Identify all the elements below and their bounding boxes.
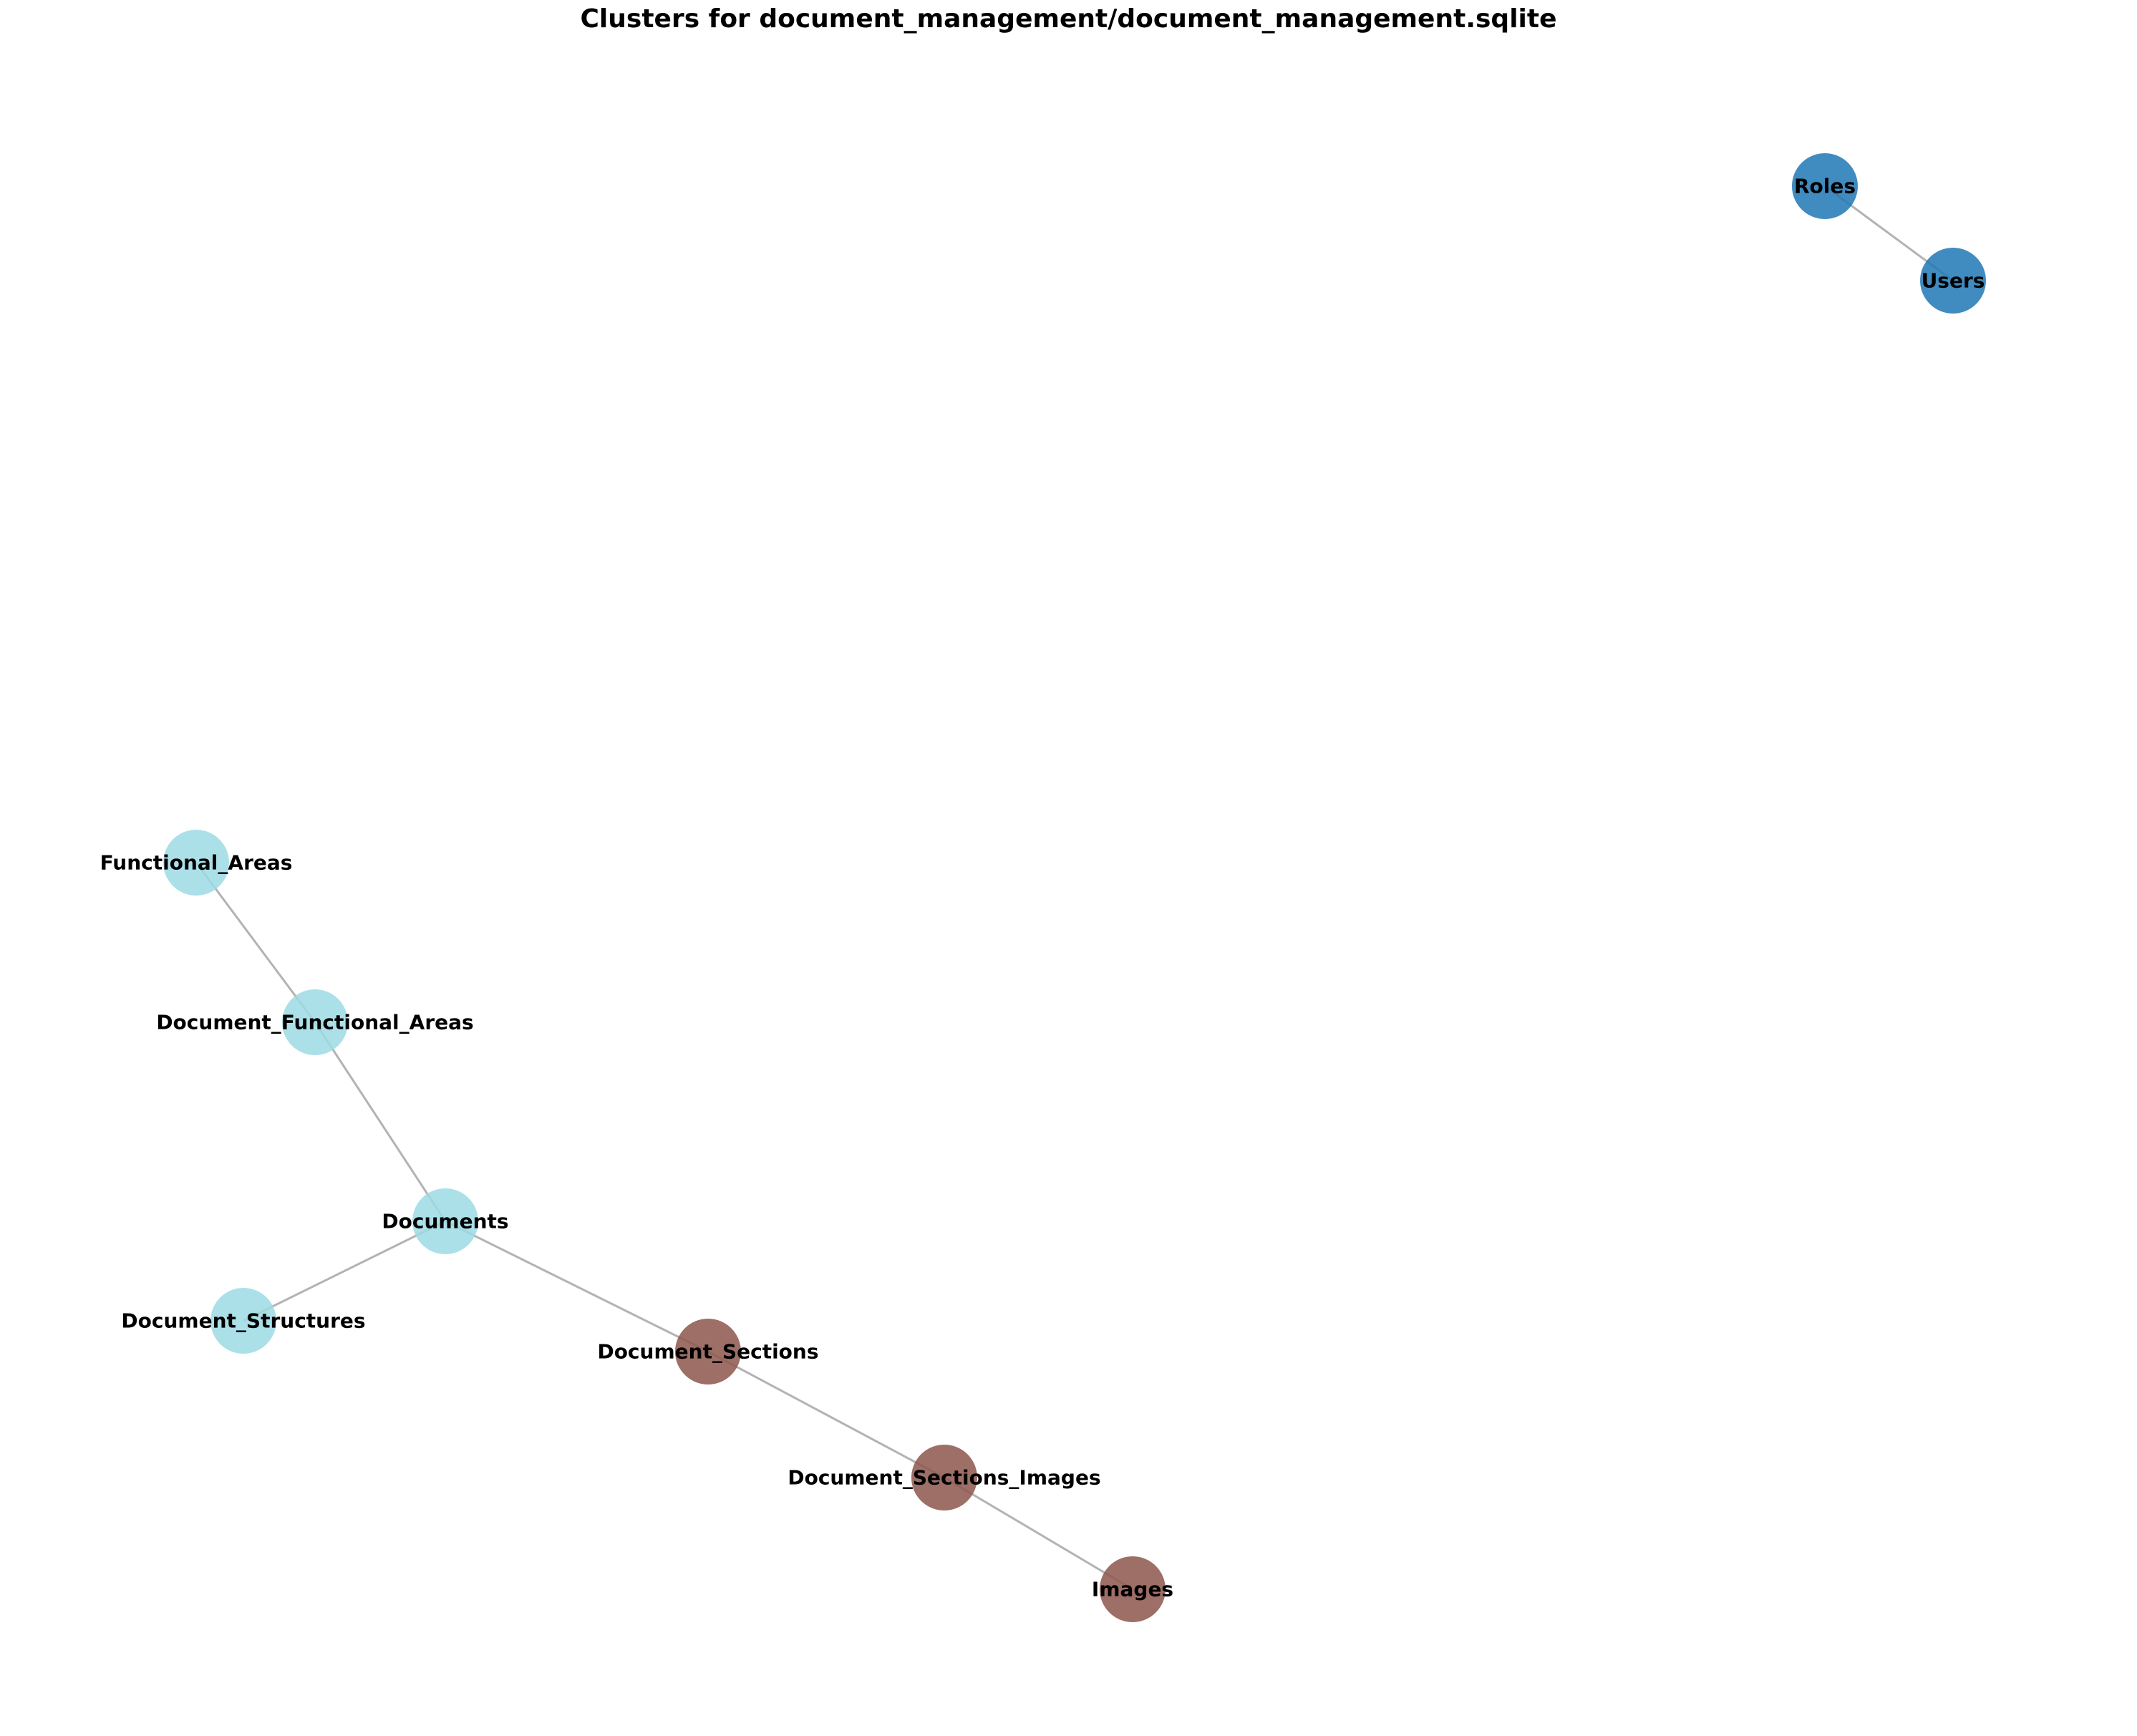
node-document-sections xyxy=(675,1319,741,1385)
node-label-document-structures: Document_Structures xyxy=(121,1309,365,1333)
node-document-structures xyxy=(210,1288,276,1354)
edge-documents-document_structures xyxy=(243,1220,446,1322)
diagram-title: Clusters for document_management/documen… xyxy=(580,4,1557,34)
node-document-functional-areas xyxy=(282,989,348,1055)
node-images xyxy=(1100,1556,1166,1622)
node-label-document-sections-images: Document_Sections_Images xyxy=(788,1466,1100,1490)
node-documents xyxy=(412,1188,478,1254)
node-label-documents: Documents xyxy=(382,1210,508,1233)
node-label-functional-areas: Functional_Areas xyxy=(100,851,293,875)
node-label-users: Users xyxy=(1922,269,1985,293)
edges-layer xyxy=(195,185,1954,1591)
labels-layer: Roles Users Functional_Areas Document_Funct… xyxy=(100,175,1985,1601)
node-document-sections-images xyxy=(911,1445,977,1510)
nodes-layer xyxy=(163,153,1986,1622)
edge-document_sections-document_sections_images xyxy=(707,1350,945,1479)
node-label-document-functional-areas: Document_Functional_Areas xyxy=(156,1011,473,1034)
node-functional-areas xyxy=(163,830,229,896)
node-label-document-sections: Document_Sections xyxy=(597,1340,818,1364)
node-roles xyxy=(1792,153,1858,219)
edge-document_sections_images-images xyxy=(944,1476,1133,1591)
node-label-roles: Roles xyxy=(1794,175,1856,198)
edge-functional_areas-document_functional_areas xyxy=(195,862,316,1023)
node-label-images: Images xyxy=(1092,1578,1173,1601)
edge-documents-document_sections xyxy=(445,1220,709,1353)
node-users xyxy=(1920,248,1986,314)
edge-document_functional_areas-documents xyxy=(314,1022,447,1222)
